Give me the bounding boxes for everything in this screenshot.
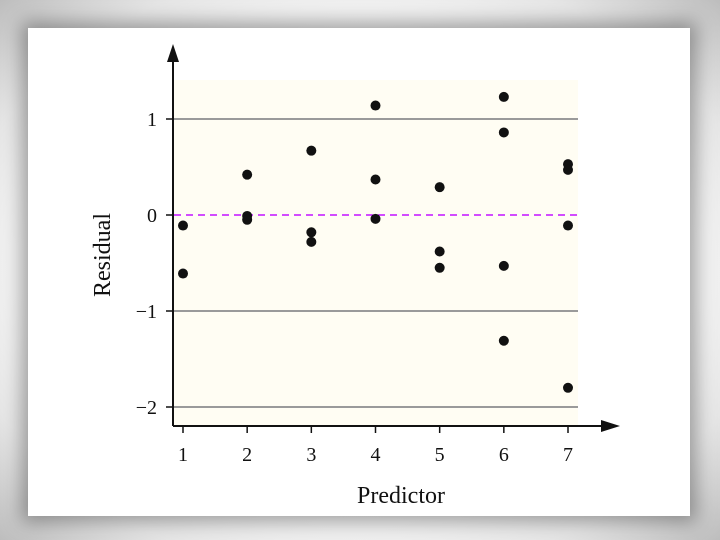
data-points [178,91,573,393]
x-tick-label: 4 [371,444,381,466]
x-tick-label: 2 [242,444,252,466]
data-point [178,268,188,279]
data-point [306,227,317,238]
x-axis-title: Predictor [357,483,445,509]
residual-plot: 1 2 3 4 5 6 7 −2 −1 0 1 Predictor Residual [90,44,620,509]
x-tick-label: 5 [435,444,445,466]
chart-card: 1 2 3 4 5 6 7 −2 −1 0 1 Predictor Residual [28,28,690,516]
reference-lines [174,118,578,408]
x-axis-arrow-icon [601,420,620,432]
data-point [242,214,253,225]
y-axis-title: Residual [90,213,116,297]
data-point [498,335,509,346]
x-tick-label: 3 [306,444,316,466]
data-point [370,213,381,224]
data-point [498,91,509,102]
data-point [370,100,381,111]
y-tick-label: −2 [136,397,157,419]
y-tick-label: 0 [147,205,157,227]
axes [167,44,620,432]
data-point [370,174,381,185]
y-axis-ticks: −2 −1 0 1 [136,109,173,419]
x-axis-ticks: 1 2 3 4 5 6 7 [178,426,573,466]
data-point [434,182,445,193]
data-point [178,220,188,231]
plot-area-background [174,80,578,426]
x-tick-label: 1 [178,444,188,466]
y-axis-arrow-icon [167,44,179,62]
data-point [498,260,509,271]
data-point [306,236,317,247]
x-tick-label: 7 [563,444,573,466]
x-tick-label: 6 [499,444,509,466]
data-point [242,169,253,180]
data-point [434,246,445,257]
y-tick-label: −1 [136,301,157,323]
data-point [306,145,317,156]
data-point [498,127,509,138]
data-point [563,220,573,231]
data-point [563,164,573,175]
data-point [434,262,445,273]
data-point [563,382,573,393]
y-tick-label: 1 [147,109,157,131]
